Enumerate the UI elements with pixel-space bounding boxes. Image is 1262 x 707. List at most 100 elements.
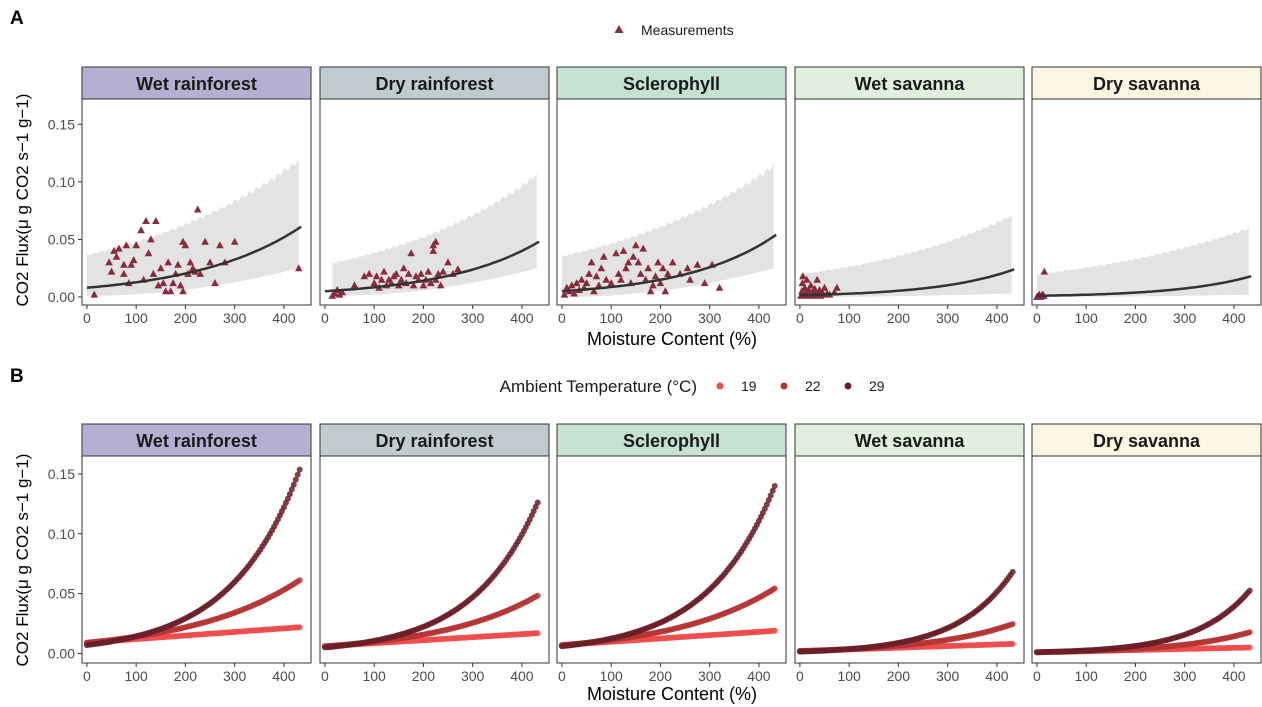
measurement-point — [807, 281, 815, 289]
panel-b-xlabel: Moisture Content (%) — [587, 684, 757, 704]
measurement-point — [629, 252, 638, 260]
plot-border — [794, 98, 1025, 306]
measurement-point — [144, 249, 153, 257]
measurement-point — [427, 279, 435, 287]
strip-background — [81, 423, 312, 457]
measurement-point — [122, 241, 131, 249]
y-tick-label: 0.00 — [48, 645, 75, 661]
series-29 — [796, 568, 1016, 655]
measurement-point — [377, 275, 386, 283]
panel-b-legend: Ambient Temperature (°C) 19 22 29 — [500, 377, 885, 396]
measurement-point — [380, 267, 388, 275]
measurement-point — [161, 287, 170, 295]
facet-B-dry-savanna: Dry savanna 0 100 200 300 400 — [1031, 423, 1262, 684]
prediction-point — [534, 499, 541, 506]
measurement-point — [424, 267, 433, 275]
measurement-point — [211, 279, 219, 287]
measurement-point — [166, 287, 175, 295]
model-fit-line — [86, 225, 302, 289]
measurement-point — [683, 264, 692, 272]
prediction-point — [1246, 629, 1253, 636]
measurement-point — [607, 279, 615, 287]
measurement-point — [397, 275, 406, 283]
measurement-point — [646, 287, 655, 295]
x-tick-label: 0 — [796, 668, 804, 684]
measurement-point — [803, 275, 811, 283]
measurement-point — [193, 205, 202, 213]
measurement-point — [392, 269, 401, 277]
legend-marker-22 — [780, 382, 788, 390]
measurement-point — [159, 279, 168, 287]
prediction-point — [284, 495, 291, 502]
measurement-point — [409, 281, 418, 289]
plot-border — [319, 98, 550, 306]
strip-label: Dry rainforest — [375, 74, 493, 94]
measurement-point — [624, 258, 633, 266]
prediction-point — [296, 466, 303, 473]
legend-marker-29 — [844, 382, 852, 390]
strip-label: Sclerophyll — [623, 431, 720, 451]
strip-background — [794, 66, 1025, 100]
x-tick-label: 400 — [985, 668, 1009, 684]
measurement-point — [798, 279, 807, 287]
x-tick-label: 100 — [124, 668, 148, 684]
prediction-point — [767, 492, 774, 499]
measurement-point — [179, 287, 187, 295]
measurement-point — [174, 260, 182, 268]
measurement-point — [149, 269, 158, 277]
measurement-point — [634, 258, 643, 266]
strip-background — [794, 423, 1025, 457]
strip-background — [1031, 423, 1262, 457]
x-tick-label: 0 — [1033, 310, 1041, 326]
x-tick-label: 300 — [223, 668, 247, 684]
measurement-point — [370, 279, 378, 287]
x-tick-label: 400 — [272, 310, 296, 326]
x-tick-label: 0 — [796, 310, 804, 326]
measurement-point — [434, 269, 442, 277]
measurement-point — [105, 258, 113, 266]
legend-temperature-title: Ambient Temperature (°C) — [500, 377, 697, 396]
x-tick-label: 0 — [83, 668, 91, 684]
x-tick-label: 100 — [1074, 668, 1098, 684]
measurement-point — [693, 260, 702, 268]
measurement-point — [399, 264, 408, 272]
measurement-point — [107, 267, 116, 275]
legend-label-22: 22 — [805, 378, 821, 394]
prediction-point — [1246, 644, 1253, 651]
plot-border — [556, 98, 787, 306]
x-tick-label: 300 — [1173, 310, 1197, 326]
x-tick-label: 300 — [461, 668, 485, 684]
prediction-point — [763, 501, 770, 508]
facet-B-dry-rainforest: Dry rainforest 0 100 200 300 400 — [319, 423, 550, 684]
prediction-point — [1009, 640, 1016, 647]
plot-border — [1031, 455, 1262, 664]
strip-label: Wet rainforest — [136, 431, 257, 451]
panel-a-tag: A — [10, 8, 24, 29]
prediction-point — [296, 577, 303, 584]
strip-background — [319, 423, 550, 457]
confidence-ribbon — [86, 157, 299, 296]
panel-a-xlabel: Moisture Content (%) — [587, 329, 757, 349]
measurement-point — [661, 287, 670, 295]
measurement-point — [600, 252, 608, 260]
measurement-point — [196, 269, 204, 277]
measurement-point — [132, 241, 140, 249]
measurement-point — [365, 269, 373, 277]
measurement-point — [127, 260, 135, 268]
measurement-point — [230, 237, 239, 245]
measurement-point — [582, 279, 591, 287]
prediction-point — [534, 592, 541, 599]
measurement-point — [338, 288, 346, 296]
measurement-point — [431, 237, 440, 245]
x-tick-label: 0 — [558, 668, 566, 684]
x-tick-label: 100 — [1074, 310, 1098, 326]
measurement-point — [444, 258, 452, 266]
measurement-point — [112, 252, 121, 260]
plot-border — [319, 455, 550, 664]
panel-b-ylabel: CO2 Flux(μ g CO2 s−1 g−1) — [13, 454, 32, 667]
prediction-point — [286, 491, 293, 498]
prediction-point — [1246, 587, 1253, 594]
prediction-point — [290, 481, 297, 488]
measurement-point — [294, 264, 303, 272]
measurement-point — [833, 283, 841, 291]
